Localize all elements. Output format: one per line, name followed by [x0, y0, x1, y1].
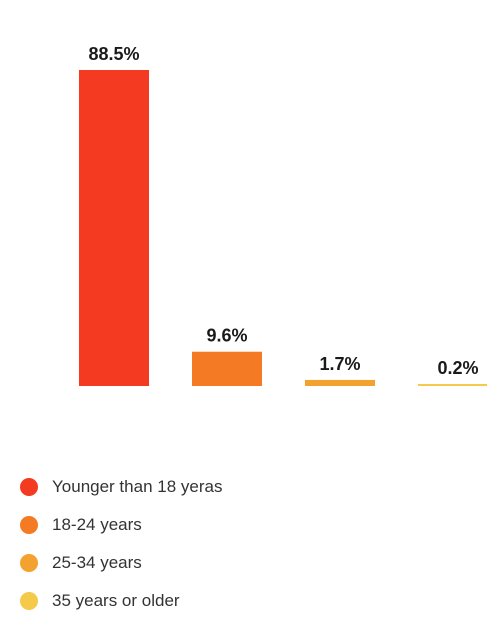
bar: [192, 351, 262, 386]
legend-label: 18-24 years: [52, 515, 142, 534]
bar: [305, 379, 375, 386]
chart-legend: Younger than 18 yeras 18-24 years 25-34 …: [20, 468, 222, 620]
data-label: 88.5%: [88, 44, 139, 64]
legend-item: Younger than 18 yeras: [20, 468, 222, 506]
legend-swatch-icon: [20, 516, 38, 534]
bar-chart: 88.5% 9.6% 1.7% 0.2%: [79, 44, 487, 386]
legend-label: 25-34 years: [52, 553, 142, 572]
legend-swatch-icon: [20, 592, 38, 610]
legend-item: 18-24 years: [20, 506, 222, 544]
bar: [79, 70, 149, 386]
data-label: 9.6%: [206, 326, 247, 346]
bar: [418, 384, 487, 386]
legend-item: 25-34 years: [20, 544, 222, 582]
data-label: 1.7%: [319, 354, 360, 374]
legend-swatch-icon: [20, 554, 38, 572]
legend-swatch-icon: [20, 478, 38, 496]
legend-item: 35 years or older: [20, 582, 222, 620]
data-label: 0.2%: [437, 358, 478, 378]
legend-label: Younger than 18 yeras: [52, 477, 223, 496]
legend-label: 35 years or older: [52, 591, 180, 610]
